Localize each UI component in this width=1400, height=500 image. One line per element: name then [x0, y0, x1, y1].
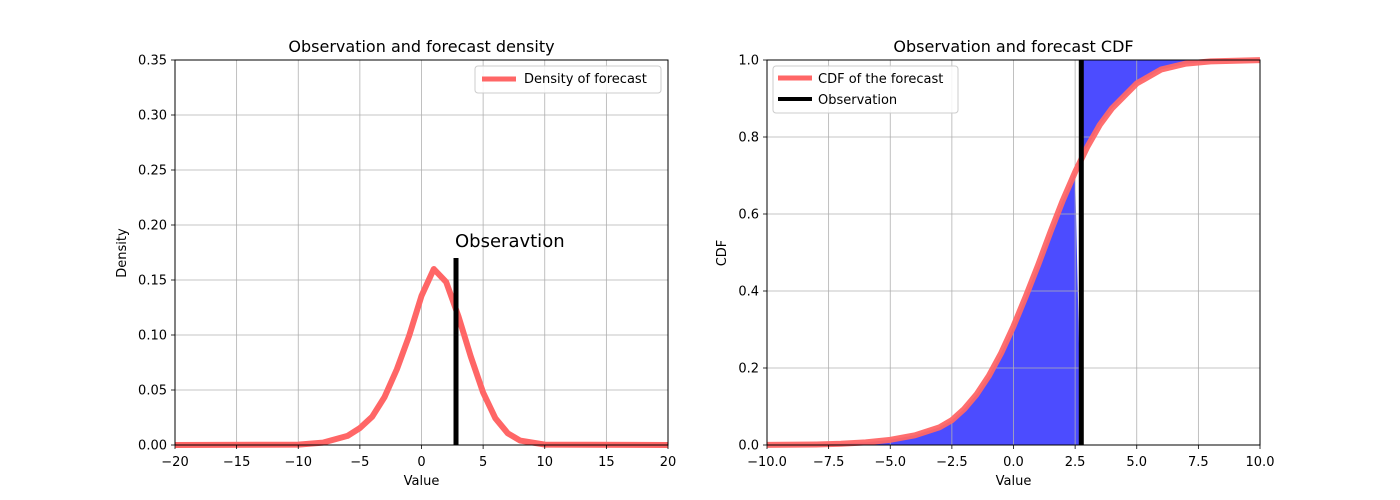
- density-tick-label-y: 0.35: [138, 54, 167, 69]
- cdf-tick-label-y: 0.2: [738, 362, 759, 377]
- cdf-tick-label-x: −2.5: [936, 455, 968, 470]
- cdf-legend-label-forecast: CDF of the forecast: [818, 72, 943, 87]
- density-tick-label-y: 0.00: [138, 439, 167, 454]
- cdf-tick-label-x: 2.5: [1065, 455, 1086, 470]
- cdf-tick-label-y: 0.4: [738, 285, 759, 300]
- cdf-tick-label-y: 1.0: [738, 54, 759, 69]
- density-y-axis-label: Density: [115, 228, 130, 278]
- cdf-area-above-observation: [1081, 60, 1260, 154]
- density-tick-label-x: 20: [660, 455, 677, 470]
- cdf-area-below-observation: [767, 172, 1082, 445]
- cdf-tick-label-x: −5.0: [874, 455, 906, 470]
- density-tick-label-x: 0: [417, 455, 425, 470]
- density-tick-label-x: 5: [479, 455, 487, 470]
- density-legend-label: Density of forecast: [524, 72, 647, 87]
- cdf-legend-box: [772, 65, 959, 114]
- cdf-tick-label-x: 7.5: [1188, 455, 1209, 470]
- cdf-tick-label-x: −7.5: [813, 455, 845, 470]
- cdf-legend-label-observation: Observation: [818, 93, 897, 108]
- observation-annotation: Obseravtion: [455, 231, 565, 252]
- density-tick-label-y: 0.20: [138, 219, 167, 234]
- density-tick-label-y: 0.05: [138, 384, 167, 399]
- cdf-forecast-line: [766, 57, 1261, 448]
- density-tick-label-y: 0.30: [138, 109, 167, 124]
- density-tick-label-x: 10: [536, 455, 553, 470]
- density-legend-box: [474, 65, 662, 94]
- density-ticks: −20 −15 −10 −5 0 5 10 15 20 0.00 0.05 0.10 0.15 0.20 0…: [138, 54, 676, 471]
- cdf-x-axis-label: Value: [996, 474, 1032, 489]
- cdf-tick-label-y: 0.0: [738, 439, 759, 454]
- cdf-legend: CDF of the forecast Observation: [772, 65, 959, 114]
- cdf-tick-label-x: 0.0: [1003, 455, 1024, 470]
- density-panel: −20 −15 −10 −5 0 5 10 15 20 0.00 0.05 0.10 0.15 0.20 0…: [115, 37, 676, 489]
- cdf-tick-label-x: −10.0: [747, 455, 787, 470]
- density-legend: Density of forecast: [474, 65, 662, 94]
- density-tick-label-x: −20: [161, 455, 188, 470]
- cdf-tick-label-y: 0.6: [738, 208, 759, 223]
- density-tick-label-x: −5: [350, 455, 369, 470]
- density-tick-label-x: 15: [598, 455, 615, 470]
- cdf-y-axis-label: CDF: [715, 240, 730, 267]
- cdf-lines: [766, 57, 1261, 448]
- cdf-tick-label-y: 0.8: [738, 131, 759, 146]
- density-marks: [174, 258, 669, 448]
- cdf-ticks: −10.0 −7.5 −5.0 −2.5 0.0 2.5 5.0 7.5 10.0 0.0 0.2 0…: [738, 54, 1274, 471]
- density-x-axis-label: Value: [404, 474, 440, 489]
- cdf-title: Observation and forecast CDF: [893, 37, 1133, 56]
- density-tick-label-y: 0.25: [138, 164, 167, 179]
- density-tick-label-y: 0.15: [138, 274, 167, 289]
- density-tick-label-x: −10: [285, 455, 312, 470]
- density-title: Observation and forecast density: [288, 37, 554, 56]
- cdf-marks: [767, 60, 1260, 445]
- density-forecast-line: [174, 266, 669, 448]
- cdf-tick-label-x: 10.0: [1246, 455, 1275, 470]
- density-tick-label-y: 0.10: [138, 329, 167, 344]
- cdf-tick-label-x: 5.0: [1126, 455, 1147, 470]
- density-tick-label-x: −15: [223, 455, 250, 470]
- cdf-panel: −10.0 −7.5 −5.0 −2.5 0.0 2.5 5.0 7.5 10.0 0.0 0.2 0…: [715, 37, 1274, 489]
